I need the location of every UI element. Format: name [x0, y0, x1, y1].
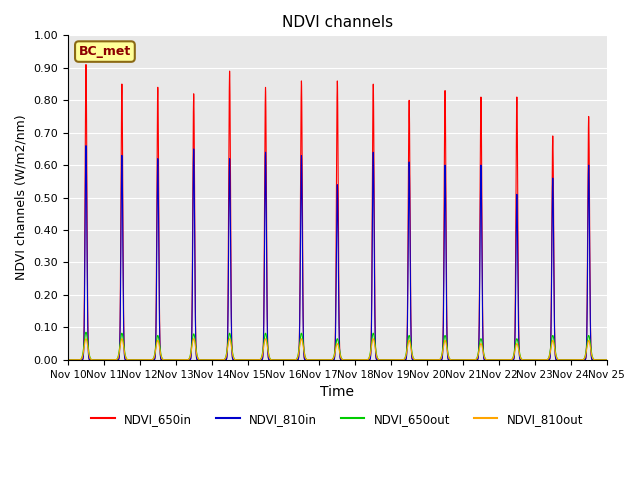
Text: BC_met: BC_met — [79, 45, 131, 58]
NDVI_810in — [601, 357, 609, 363]
NDVI_650in — [82, 61, 90, 67]
NDVI_650out — [601, 357, 609, 363]
NDVI_650in — [601, 357, 609, 363]
NDVI_810out — [82, 336, 90, 342]
Title: NDVI channels: NDVI channels — [282, 15, 393, 30]
NDVI_810in — [603, 357, 611, 363]
NDVI_810in — [82, 143, 90, 148]
NDVI_650in — [64, 357, 72, 363]
Y-axis label: NDVI channels (W/m2/nm): NDVI channels (W/m2/nm) — [15, 115, 28, 280]
NDVI_650out — [488, 357, 496, 363]
NDVI_810in — [266, 357, 273, 363]
NDVI_810out — [179, 357, 187, 363]
NDVI_810in — [179, 357, 187, 363]
Line: NDVI_810out: NDVI_810out — [68, 339, 607, 360]
Line: NDVI_810in: NDVI_810in — [68, 145, 607, 360]
NDVI_810out — [64, 357, 72, 363]
NDVI_650out — [82, 329, 90, 335]
NDVI_650in — [412, 357, 419, 363]
NDVI_650in — [488, 357, 496, 363]
NDVI_810in — [64, 357, 72, 363]
NDVI_650out — [174, 357, 182, 363]
NDVI_650out — [179, 357, 187, 363]
NDVI_650out — [603, 357, 611, 363]
NDVI_810out — [266, 355, 273, 361]
NDVI_650out — [266, 355, 273, 361]
NDVI_650in — [603, 357, 611, 363]
NDVI_810in — [488, 357, 496, 363]
NDVI_810out — [174, 357, 182, 363]
NDVI_650in — [179, 357, 187, 363]
NDVI_810out — [412, 357, 419, 363]
NDVI_810out — [601, 357, 609, 363]
NDVI_810in — [174, 357, 182, 363]
NDVI_650in — [266, 357, 273, 363]
Line: NDVI_650out: NDVI_650out — [68, 332, 607, 360]
Legend: NDVI_650in, NDVI_810in, NDVI_650out, NDVI_810out: NDVI_650in, NDVI_810in, NDVI_650out, NDV… — [86, 408, 588, 431]
NDVI_650out — [412, 357, 419, 362]
NDVI_810in — [412, 357, 419, 363]
NDVI_650in — [174, 357, 182, 363]
Line: NDVI_650in: NDVI_650in — [68, 64, 607, 360]
NDVI_810out — [488, 357, 496, 363]
NDVI_810out — [603, 357, 611, 363]
NDVI_650out — [64, 357, 72, 363]
X-axis label: Time: Time — [321, 385, 355, 399]
